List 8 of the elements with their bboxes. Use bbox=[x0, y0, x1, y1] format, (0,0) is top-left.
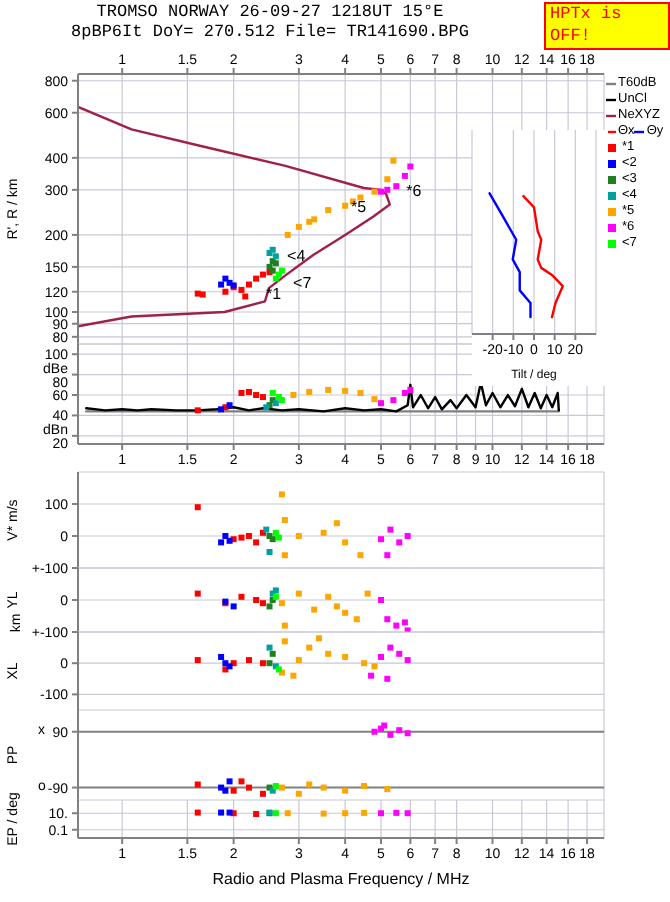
x-axis-title: Radio and Plasma Frequency / MHz bbox=[212, 870, 470, 888]
chart-subtitle: 8pBP6It DoY= 270.512 File= TR141690.BPG bbox=[69, 22, 471, 42]
annotation: *6 bbox=[406, 181, 423, 200]
annotation: <7 bbox=[293, 273, 313, 292]
annotation: <4 bbox=[287, 246, 307, 265]
annotation: *5 bbox=[351, 197, 368, 216]
chart-title: TROMSO NORWAY 26-09-27 1218UT 15°E bbox=[94, 2, 446, 22]
text: HPTx is OFF! bbox=[544, 2, 670, 50]
